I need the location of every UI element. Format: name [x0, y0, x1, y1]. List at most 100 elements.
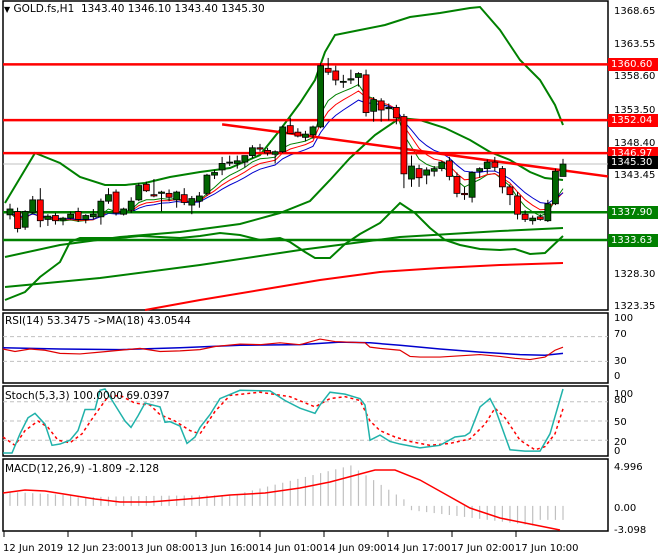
candle	[498, 166, 506, 194]
candle	[249, 145, 256, 159]
candle	[536, 214, 544, 221]
price-tick: 1368.65	[614, 6, 656, 17]
candle	[445, 156, 453, 181]
candle	[218, 156, 226, 176]
candle	[44, 214, 52, 226]
candle	[392, 104, 400, 125]
candle	[105, 188, 112, 204]
slow-ma-red	[144, 262, 564, 311]
indicator-tick: 100	[614, 389, 634, 400]
current-price-tag: 1345.30	[608, 156, 658, 169]
candle	[559, 158, 567, 177]
price-tick: 1323.35	[614, 301, 656, 312]
indicator-tick: 4.996	[614, 462, 643, 473]
stochastic-pane[interactable]	[2, 388, 608, 454]
rsi-line	[2, 338, 564, 361]
candle	[135, 182, 143, 202]
candle	[165, 189, 173, 202]
trendline[interactable]	[221, 123, 609, 178]
time-tick: 14 Jun 09:00	[323, 543, 387, 554]
candle	[264, 147, 271, 156]
candle	[89, 208, 97, 220]
main-price-pane[interactable]	[3, 5, 609, 311]
indicator-tick: 20	[614, 437, 627, 448]
candle	[324, 57, 332, 75]
level-tag-1333.63: 1333.63	[608, 234, 658, 248]
macd-title: MACD(12,26,9) -1.809 -2.128	[5, 463, 160, 475]
candle	[453, 172, 461, 198]
price-tick: 1343.45	[614, 170, 656, 182]
slow-ma-green	[4, 227, 564, 288]
candle	[491, 156, 499, 172]
indicator-tick: -3.098	[614, 525, 647, 536]
candle	[14, 207, 21, 233]
time-tick: 13 Jun 16:00	[195, 543, 259, 554]
macd-pane[interactable]	[2, 465, 564, 531]
symbol-timeframe: GOLD.fs,H1	[13, 3, 75, 15]
candle	[415, 164, 423, 187]
candle	[82, 214, 90, 224]
time-tick: 12 Jun 2019	[3, 543, 64, 554]
candle	[74, 207, 82, 223]
candle	[339, 74, 347, 88]
candle	[256, 143, 264, 152]
chart-header: ▼ GOLD.fs,H1 1343.40 1346.10 1343.40 134…	[4, 3, 265, 15]
price-tick: 1328.30	[614, 268, 656, 280]
rsi-title: RSI(14) 53.3475 ->MA(18) 43.0544	[5, 315, 191, 327]
indicator-tick: 100	[614, 313, 634, 324]
stoch-main-line	[3, 388, 564, 454]
candle	[6, 203, 14, 220]
level-tag-1360.60: 1360.60	[608, 58, 658, 72]
candle	[385, 103, 393, 121]
candle	[279, 125, 287, 153]
candle	[120, 207, 128, 216]
candle	[203, 173, 211, 196]
indicator-tick: 30	[614, 356, 627, 367]
candle	[97, 198, 105, 225]
candle	[476, 167, 484, 178]
candle	[468, 171, 476, 203]
candle	[544, 199, 552, 223]
candle	[430, 166, 438, 177]
stoch-signal-line	[2, 391, 564, 451]
candle	[233, 155, 241, 169]
level-tag-1337.90: 1337.90	[608, 206, 658, 220]
candle	[59, 216, 67, 226]
macd-signal-line	[2, 469, 561, 531]
bollinger-upper	[4, 5, 564, 204]
candle	[355, 72, 362, 87]
candle	[36, 188, 44, 228]
rsi-pane[interactable]	[2, 336, 608, 362]
candle	[438, 160, 446, 172]
candle	[241, 155, 249, 168]
candle	[158, 190, 165, 212]
candle	[483, 159, 491, 174]
candle	[188, 195, 196, 215]
indicator-tick: 0	[614, 446, 621, 457]
candle	[226, 155, 234, 167]
candle	[332, 65, 340, 86]
indicator-tick: 80	[614, 395, 627, 406]
candle	[127, 197, 135, 213]
candle	[173, 190, 181, 208]
bollinger-middle	[4, 116, 564, 258]
time-tick: 17 Jun 02:00	[451, 543, 515, 554]
time-tick: 14 Jun 01:00	[259, 543, 323, 554]
candle	[150, 179, 158, 198]
candle	[21, 210, 29, 230]
candle	[286, 117, 294, 134]
indicator-tick: 70	[614, 329, 627, 340]
candle	[302, 130, 309, 142]
price-tick: 1358.60	[614, 71, 656, 83]
price-tick: 1348.40	[614, 137, 656, 149]
time-tick: 17 Jun 10:00	[515, 543, 579, 554]
candle	[461, 186, 468, 200]
time-tick: 14 Jun 17:00	[387, 543, 451, 554]
time-tick: 13 Jun 08:00	[131, 543, 195, 554]
candle	[67, 211, 75, 220]
rsi-frame	[2, 312, 609, 384]
candle	[294, 128, 302, 138]
collapse-triangle-icon[interactable]: ▼	[4, 5, 11, 14]
candle	[362, 69, 370, 117]
